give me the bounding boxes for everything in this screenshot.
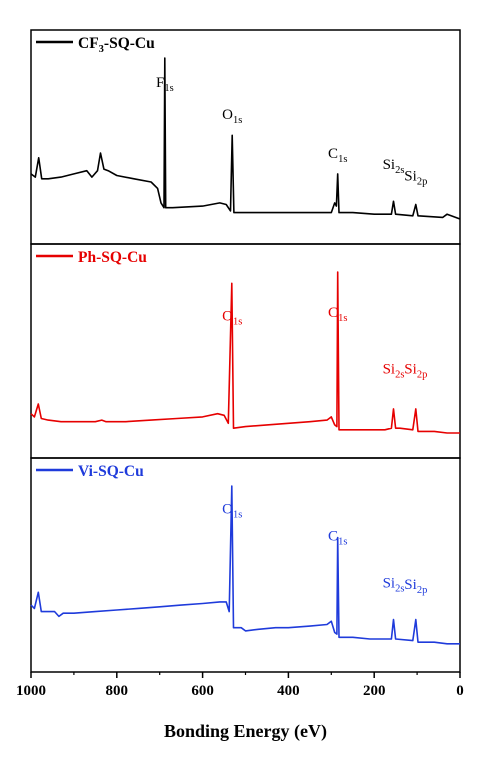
legend-label: Ph-SQ-Cu — [78, 249, 147, 266]
panel-2: Ph-SQ-Cu O1s C1s Si2s Si2p — [30, 243, 461, 459]
x-tick-label: 600 — [191, 683, 214, 699]
legend: CF3-SQ-Cu — [36, 35, 155, 55]
x-axis-label: Bonding Energy (eV) — [164, 721, 327, 742]
peak-label: O1s — [222, 308, 242, 327]
peak-label: O1s — [222, 107, 242, 126]
peak-label: Si2s — [383, 575, 405, 594]
panel-1: CF3-SQ-Cu F1s O1s C1s Si2s Si2p — [30, 29, 461, 245]
x-tick-label: 400 — [277, 683, 300, 699]
spectrum-line — [30, 485, 460, 645]
spectrum-line — [30, 271, 460, 434]
legend-label: CF3-SQ-Cu — [78, 35, 155, 55]
legend-label: Vi-SQ-Cu — [78, 463, 144, 480]
peak-label: F1s — [156, 75, 174, 94]
x-tick-label: 0 — [456, 683, 464, 699]
peak-label: C1s — [328, 146, 347, 165]
x-tick-label: 200 — [363, 683, 386, 699]
peak-label: Si2s — [383, 157, 405, 176]
peak-label: O1s — [222, 501, 242, 520]
peak-label: C1s — [328, 529, 347, 548]
x-tick-label: 1000 — [16, 683, 46, 699]
peak-label: C1s — [328, 305, 347, 324]
peak-label: Si2s — [383, 361, 405, 380]
peak-label: Si2p — [404, 577, 427, 596]
peak-label: Si2p — [404, 361, 427, 380]
legend: Ph-SQ-Cu — [36, 249, 147, 266]
spectrum-line — [30, 57, 461, 220]
peak-label: Si2p — [404, 168, 427, 187]
legend: Vi-SQ-Cu — [36, 463, 144, 480]
x-tick-label: 800 — [106, 683, 129, 699]
